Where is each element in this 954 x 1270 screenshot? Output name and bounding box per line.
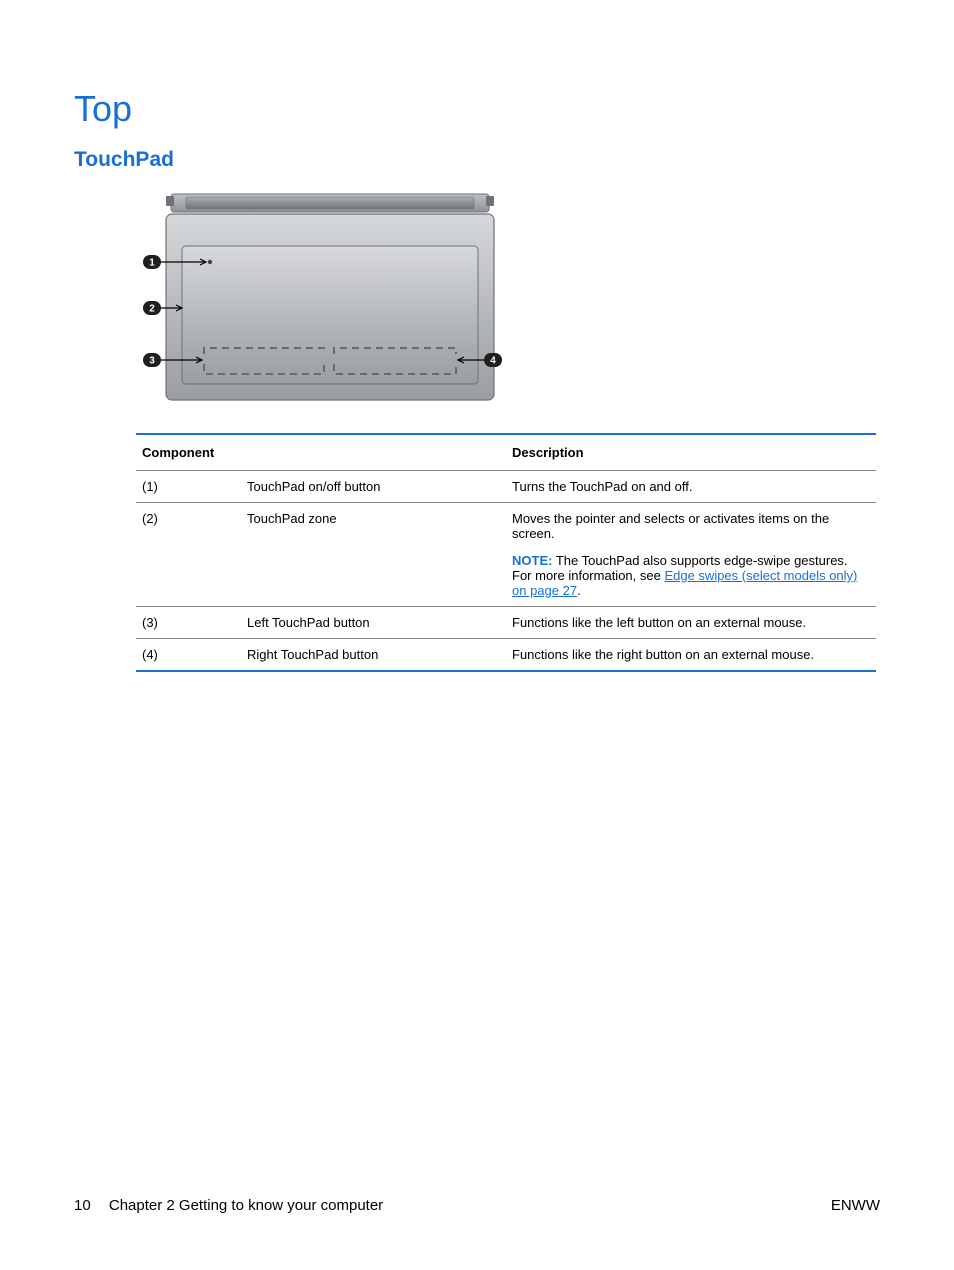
row-description: Functions like the left button on an ext… xyxy=(506,607,876,639)
row-component: TouchPad zone xyxy=(241,503,506,607)
page-footer: 10 Chapter 2 Getting to know your comput… xyxy=(74,1197,880,1214)
chapter-label: Chapter 2 Getting to know your computer xyxy=(109,1197,383,1214)
component-table-wrap: Component Description (1) TouchPad on/of… xyxy=(136,433,876,672)
row-description: Moves the pointer and selects or activat… xyxy=(506,503,876,607)
row-num: (1) xyxy=(136,471,241,503)
desc-text: Moves the pointer and selects or activat… xyxy=(512,511,870,541)
header-description: Description xyxy=(506,434,876,471)
table-row: (1) TouchPad on/off button Turns the Tou… xyxy=(136,471,876,503)
row-description: Functions like the right button on an ex… xyxy=(506,639,876,672)
row-component: TouchPad on/off button xyxy=(241,471,506,503)
subsection-heading: TouchPad xyxy=(74,148,880,172)
touchpad-diagram-svg: 1 2 3 4 xyxy=(136,190,506,410)
footer-right: ENWW xyxy=(831,1197,880,1214)
table-row: (4) Right TouchPad button Functions like… xyxy=(136,639,876,672)
row-description: Turns the TouchPad on and off. xyxy=(506,471,876,503)
row-num: (4) xyxy=(136,639,241,672)
note-block: NOTE: The TouchPad also supports edge-sw… xyxy=(512,553,870,598)
table-header-row: Component Description xyxy=(136,434,876,471)
touchpad-diagram: 1 2 3 4 xyxy=(136,190,880,415)
row-num: (2) xyxy=(136,503,241,607)
svg-text:2: 2 xyxy=(149,304,155,315)
svg-text:3: 3 xyxy=(149,356,155,367)
component-table: Component Description (1) TouchPad on/of… xyxy=(136,433,876,672)
page-number: 10 xyxy=(74,1197,91,1214)
table-row: (2) TouchPad zone Moves the pointer and … xyxy=(136,503,876,607)
note-label: NOTE: xyxy=(512,553,552,568)
svg-text:4: 4 xyxy=(490,356,496,367)
row-component: Right TouchPad button xyxy=(241,639,506,672)
note-post: . xyxy=(577,583,581,598)
page-container: Top TouchPad 1 2 3 4 Component Description … xyxy=(0,0,954,1270)
svg-text:1: 1 xyxy=(149,258,155,269)
footer-left: 10 Chapter 2 Getting to know your comput… xyxy=(74,1197,383,1214)
section-heading: Top xyxy=(74,88,880,130)
table-row: (3) Left TouchPad button Functions like … xyxy=(136,607,876,639)
row-component: Left TouchPad button xyxy=(241,607,506,639)
header-component: Component xyxy=(136,434,506,471)
row-num: (3) xyxy=(136,607,241,639)
